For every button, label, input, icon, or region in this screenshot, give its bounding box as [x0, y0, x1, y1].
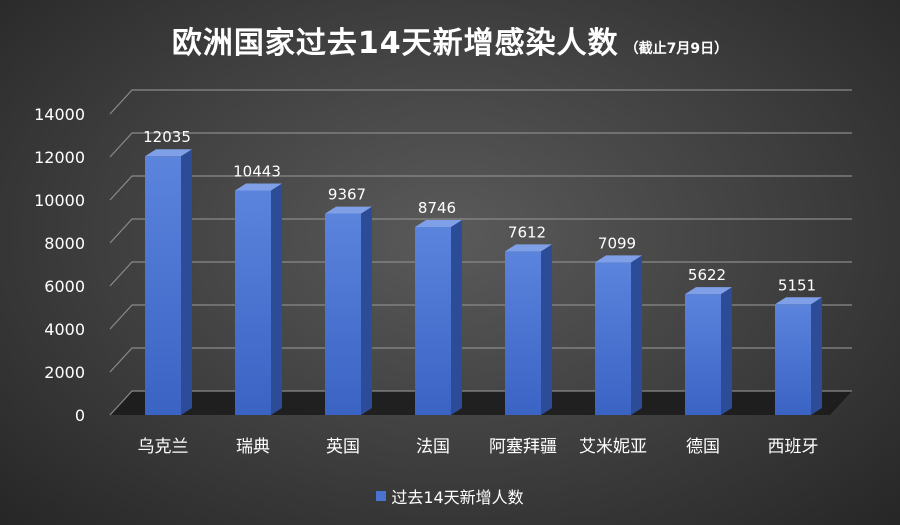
- gridline-1: [109, 347, 852, 373]
- y-axis-ticks: 0 2000 4000 6000 8000 10000 12000 14000: [34, 105, 85, 425]
- x-tick-label-5: 艾米妮亚: [579, 437, 647, 457]
- y-tick-label-2: 4000: [44, 320, 85, 339]
- x-tick-label-1: 瑞典: [236, 437, 270, 457]
- bar-3: [415, 219, 462, 415]
- legend-swatch: [376, 491, 387, 501]
- data-label-7: 5151: [778, 276, 816, 294]
- y-tick-label-7: 14000: [34, 105, 85, 124]
- bar-7: [775, 297, 822, 415]
- bar-top-1: [235, 183, 282, 191]
- data-label-3: 8746: [418, 199, 456, 217]
- floor-shadow: [110, 391, 852, 415]
- chart-title: 欧洲国家过去14天新增感染人数: [171, 26, 619, 61]
- bar-6: [685, 287, 732, 415]
- y-tick-label-6: 12000: [34, 148, 85, 167]
- y-tick-label-1: 2000: [44, 363, 85, 382]
- data-label-2: 9367: [328, 186, 366, 204]
- bar-top-0: [145, 149, 192, 157]
- bar-front-0: [145, 156, 181, 415]
- bar-top-2: [325, 206, 372, 214]
- bar-top-6: [685, 287, 732, 295]
- bar-2: [325, 206, 372, 415]
- bar-side-5: [631, 255, 642, 415]
- bar-front-6: [685, 294, 721, 415]
- bar-1: [235, 183, 282, 415]
- bar-front-3: [415, 226, 451, 415]
- bar-0: [145, 149, 192, 415]
- bar-side-1: [271, 183, 282, 415]
- bar-side-6: [721, 287, 732, 415]
- chart-floor: [110, 391, 852, 415]
- bar-top-5: [595, 255, 642, 263]
- y-tick-label-0: 0: [75, 406, 85, 425]
- data-label-6: 5622: [688, 266, 726, 284]
- bar-4: [505, 244, 552, 415]
- bar-front-5: [595, 262, 631, 415]
- data-labels: 12035 10443 9367 8746 7612 7099 5622 5151: [143, 128, 816, 294]
- x-axis-ticks: 乌克兰 瑞典 英国 法国 阿塞拜疆 艾米妮亚 德国 西班牙: [138, 437, 819, 457]
- bar-side-7: [811, 297, 822, 415]
- bars: [145, 149, 822, 415]
- gridline-7: [109, 89, 852, 115]
- bar-side-3: [451, 219, 462, 415]
- bar-top-3: [415, 219, 462, 227]
- gridline-2: [109, 304, 852, 330]
- legend-label: 过去14天新增人数: [391, 488, 524, 507]
- gridline-6: [109, 132, 852, 158]
- data-label-0: 12035: [143, 128, 191, 146]
- y-tick-label-4: 8000: [44, 234, 85, 253]
- x-tick-label-7: 西班牙: [768, 437, 819, 457]
- bar-5: [595, 255, 642, 415]
- bar-side-0: [181, 149, 192, 415]
- bar-front-2: [325, 213, 361, 415]
- data-label-1: 10443: [233, 162, 281, 180]
- bar-front-4: [505, 251, 541, 415]
- chart-subtitle: （截止7月9日）: [624, 41, 729, 57]
- x-tick-label-4: 阿塞拜疆: [489, 437, 557, 457]
- bar-side-2: [361, 206, 372, 415]
- x-tick-label-2: 英国: [326, 437, 360, 457]
- gridlines: [109, 89, 852, 416]
- data-label-4: 7612: [508, 223, 546, 241]
- data-label-5: 7099: [598, 234, 636, 252]
- chart-title-block: 欧洲国家过去14天新增感染人数 （截止7月9日）: [0, 18, 900, 62]
- bar-front-1: [235, 190, 271, 415]
- gridline-5: [109, 175, 852, 201]
- bar-front-7: [775, 304, 811, 415]
- y-tick-label-5: 10000: [34, 191, 85, 210]
- gridline-3: [109, 261, 852, 287]
- legend: 过去14天新增人数: [0, 484, 900, 508]
- y-tick-label-3: 6000: [44, 277, 85, 296]
- bar-top-4: [505, 244, 552, 252]
- x-tick-label-3: 法国: [416, 437, 450, 457]
- bar-top-7: [775, 297, 822, 305]
- x-tick-label-0: 乌克兰: [138, 437, 189, 457]
- x-tick-label-6: 德国: [686, 437, 720, 457]
- gridline-4: [109, 218, 852, 244]
- bar-side-4: [541, 244, 552, 415]
